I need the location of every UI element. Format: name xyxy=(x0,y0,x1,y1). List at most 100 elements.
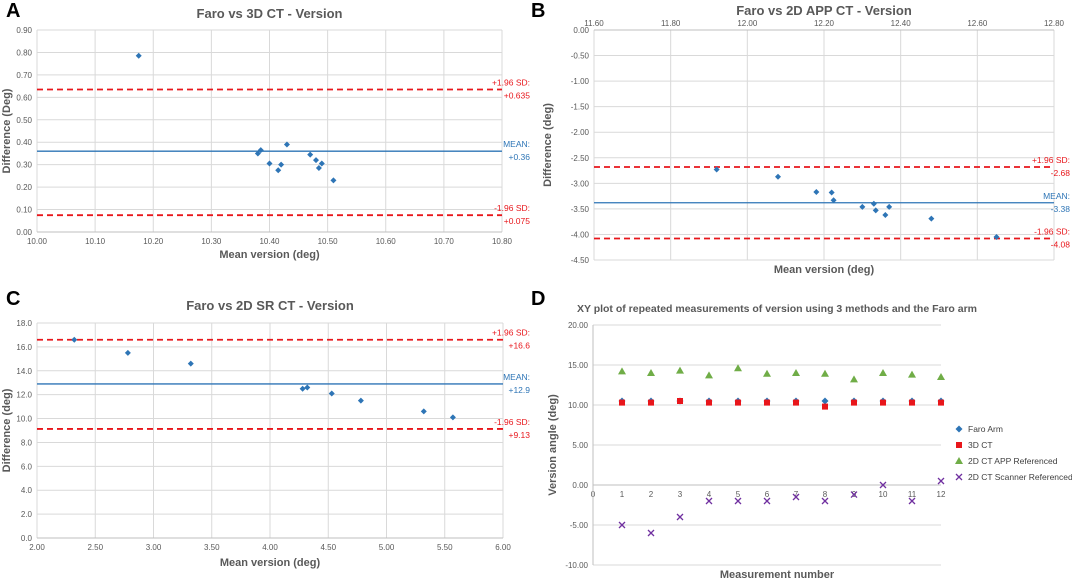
lower-value-b: -4.08 xyxy=(1051,240,1071,250)
chart-d: 20.0015.0010.005.000.00-5.00-10.00012345… xyxy=(547,303,1072,581)
ct3d-point xyxy=(764,399,770,406)
upper-label-b: +1.96 SD: xyxy=(1032,155,1070,165)
ct3d-point xyxy=(735,399,741,406)
x-tick-label-c: 5.00 xyxy=(379,543,395,552)
y-tick-label-c: 0.0 xyxy=(21,534,33,543)
x-tick-label-b: 12.00 xyxy=(737,19,758,28)
ct2d-scanner-point xyxy=(908,497,916,505)
y-tick-label-c: 18.0 xyxy=(16,319,32,328)
y-tick-label-a: 0.00 xyxy=(16,228,32,237)
legend-label-faro-arm: Faro Arm xyxy=(968,424,1003,434)
x-tick-label-c: 2.00 xyxy=(29,543,45,552)
mean-value-b: -3.38 xyxy=(1051,204,1071,214)
y-tick-label-b: 0.00 xyxy=(573,26,589,35)
y-tick-label-b: -0.50 xyxy=(571,52,590,61)
data-point-b xyxy=(859,203,866,210)
panel-label-a: A xyxy=(6,0,21,22)
x-tick-label-b: 12.20 xyxy=(814,19,835,28)
data-point-b xyxy=(872,207,879,214)
x-tick-label-b: 12.80 xyxy=(1044,19,1065,28)
x-tick-label-a: 10.60 xyxy=(376,237,397,246)
y-axis-label-c: Difference (deg) xyxy=(1,388,13,472)
chart-c: 0.0 2.0 4.0 6.0 8.0 10.0 12.0 14.0 16.0 18.0 2.00 2… xyxy=(1,298,530,569)
ct2d-scanner-point xyxy=(705,497,713,505)
mean-value-c: +12.9 xyxy=(508,385,530,395)
y-tick-label-d: 10.00 xyxy=(568,401,589,410)
x-tick-label-a: 10.30 xyxy=(201,237,222,246)
y-tick-label-b: -1.00 xyxy=(571,77,590,86)
ct2d-scanner-point xyxy=(821,497,829,505)
ct2d-app-point xyxy=(879,369,887,376)
panel-label-b: B xyxy=(531,0,546,22)
legend-marker-2d-ct-scanner-referenced xyxy=(955,473,963,481)
y-tick-label-a: 0.60 xyxy=(16,93,32,102)
y-tick-label-c: 8.0 xyxy=(21,438,33,447)
upper-label-a: +1.96 SD: xyxy=(492,77,530,87)
faro-arm-point xyxy=(821,397,829,405)
legend-label-2d-ct-scanner-referenced: 2D CT Scanner Referenced xyxy=(968,472,1072,482)
ct3d-point xyxy=(822,403,828,410)
y-tick-label-d: 0.00 xyxy=(572,481,588,490)
y-tick-label-b: -4.00 xyxy=(571,230,590,239)
x-tick-label-d: 8 xyxy=(823,490,828,499)
ct2d-scanner-point xyxy=(792,493,800,501)
ct2d-scanner-point xyxy=(937,477,945,485)
x-tick-label-a: 10.70 xyxy=(434,237,455,246)
ct3d-point xyxy=(648,399,654,406)
y-tick-label-a: 0.20 xyxy=(16,183,32,192)
data-point-c xyxy=(71,336,78,343)
ct2d-scanner-point xyxy=(676,513,684,521)
x-tick-label-d: 2 xyxy=(649,490,654,499)
mean-value-a: +0.36 xyxy=(508,152,530,162)
legend-label-2d-ct-app-referenced: 2D CT APP Referenced xyxy=(968,456,1058,466)
lower-value-c: +9.13 xyxy=(508,430,530,440)
ct2d-app-point xyxy=(734,364,742,372)
upper-value-c: +16.6 xyxy=(508,341,530,351)
x-tick-label-b: 12.40 xyxy=(891,19,912,28)
x-axis-label-c: Mean version (deg) xyxy=(220,557,321,569)
y-tick-label-b: -4.50 xyxy=(571,256,590,265)
ct3d-point xyxy=(793,399,799,406)
mean-label-b: MEAN: xyxy=(1043,191,1070,201)
chart-title-d: XY plot of repeated measurements of vers… xyxy=(577,303,977,315)
ct2d-scanner-point xyxy=(734,497,742,505)
chart-title-a: Faro vs 3D CT - Version xyxy=(197,6,343,21)
data-point-c xyxy=(304,384,311,391)
x-tick-label-d: 6 xyxy=(765,490,770,499)
data-point-a xyxy=(278,161,285,168)
y-tick-label-d: -10.00 xyxy=(565,561,588,570)
ct3d-point xyxy=(706,399,712,406)
x-tick-label-b: 11.60 xyxy=(584,19,604,28)
x-tick-label-a: 10.80 xyxy=(492,237,513,246)
data-point-a xyxy=(254,150,261,157)
data-point-a xyxy=(313,157,319,164)
y-tick-label-c: 10.0 xyxy=(16,415,32,424)
lower-label-b: -1.96 SD: xyxy=(1034,227,1070,237)
x-tick-label-d: 3 xyxy=(678,490,683,499)
x-tick-label-c: 4.50 xyxy=(320,543,336,552)
upper-value-b: -2.68 xyxy=(1051,168,1071,178)
x-tick-label-a: 10.20 xyxy=(143,237,164,246)
data-point-c xyxy=(124,349,131,356)
data-point-b xyxy=(813,189,820,196)
x-tick-label-c: 3.00 xyxy=(146,543,162,552)
y-tick-label-b: -2.50 xyxy=(571,154,590,163)
upper-label-c: +1.96 SD: xyxy=(492,328,530,338)
data-point-b xyxy=(775,173,781,180)
ct2d-scanner-point xyxy=(647,529,655,537)
data-point-a xyxy=(135,52,142,59)
chart-title-c: Faro vs 2D SR CT - Version xyxy=(186,298,354,313)
x-tick-label-d: 11 xyxy=(908,490,917,499)
x-tick-label-a: 10.40 xyxy=(259,237,280,246)
data-point-a xyxy=(318,160,325,167)
y-tick-label-a: 0.30 xyxy=(16,161,32,170)
panel-label-d: D xyxy=(531,288,546,310)
ct2d-app-point xyxy=(705,371,713,379)
x-tick-label-c: 3.50 xyxy=(204,543,220,552)
mean-label-c: MEAN: xyxy=(503,372,530,382)
y-tick-label-a: 0.10 xyxy=(16,206,32,215)
y-tick-label-a: 0.40 xyxy=(16,138,32,147)
data-point-c xyxy=(449,414,456,421)
lower-label-a: -1.96 SD: xyxy=(494,203,530,213)
data-point-a xyxy=(257,147,264,154)
